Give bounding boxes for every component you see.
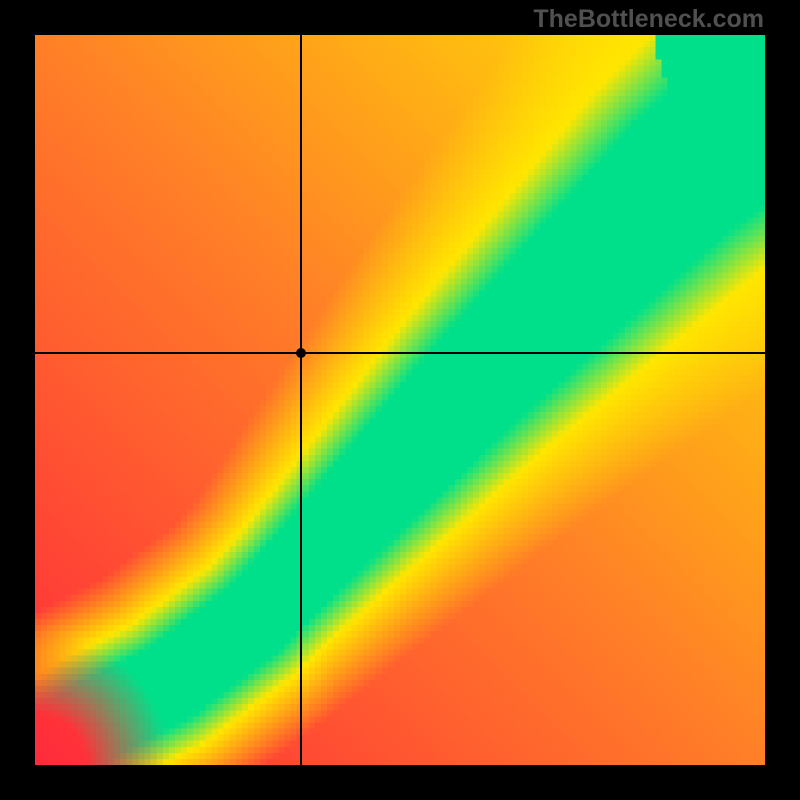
crosshair-horizontal bbox=[35, 352, 765, 354]
crosshair-marker bbox=[296, 348, 306, 358]
bottleneck-heatmap bbox=[35, 35, 765, 765]
chart-container: TheBottleneck.com bbox=[0, 0, 800, 800]
crosshair-vertical bbox=[300, 35, 302, 765]
watermark-text: TheBottleneck.com bbox=[533, 5, 764, 34]
